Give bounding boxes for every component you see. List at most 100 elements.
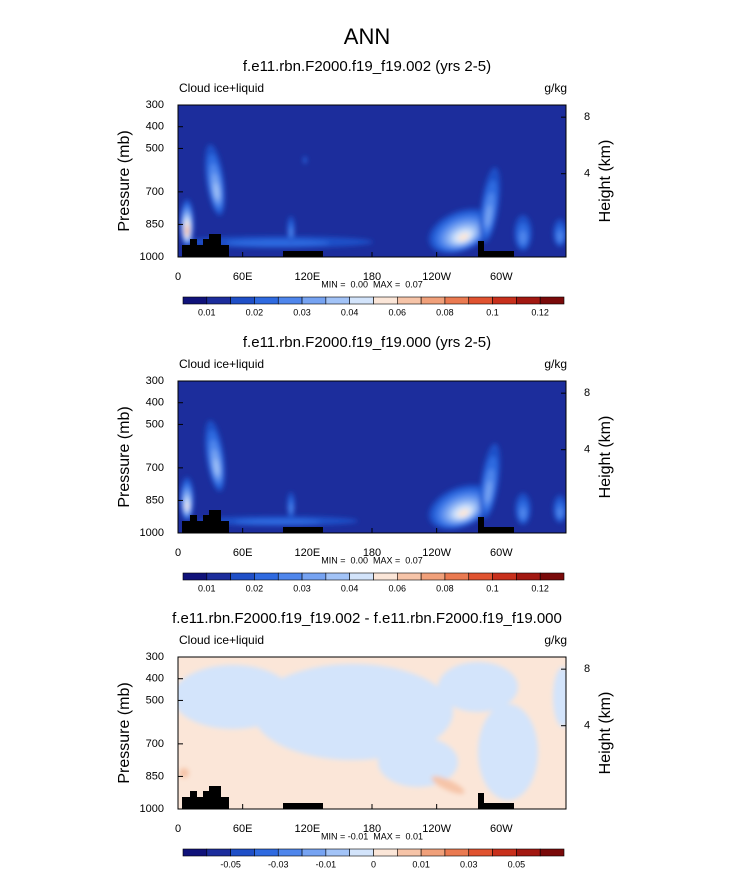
x-tick-label: 60W [490,547,513,559]
y-tick-label: 400 [146,397,164,409]
colorbar-box [420,572,446,581]
colorbar-box [301,572,327,581]
colorbar-label: 0.06 [389,307,407,317]
x-tick-label: 60W [490,823,513,835]
contour-fill [185,502,189,511]
y-tick-label: 400 [146,121,164,133]
x-tick-label: 60W [490,271,513,283]
contour-fill [214,458,219,476]
units-label: g/kg [544,357,567,371]
y2-tick-label: 4 [584,444,590,456]
contour-fill [289,503,293,514]
colorbar-box [444,296,470,305]
topography [209,234,221,257]
units-label: g/kg [544,633,567,647]
x-tick-label: 180 [363,823,381,835]
x-tick-label: 120W [422,547,451,559]
colorbar-box [492,848,517,857]
y-tick-label: 500 [146,142,164,154]
y-tick-label: 700 [146,186,164,198]
colorbar-label: -0.03 [268,859,289,869]
y2-axis-label: Height (km) [597,416,614,499]
field-label: Cloud ice+liquid [179,633,264,647]
field-label: Cloud ice+liquid [179,81,264,95]
colorbar-label: 0.1 [486,307,499,317]
x-tick-label: 120W [422,823,451,835]
colorbar-box [373,296,398,305]
colorbar-box [182,848,208,857]
topography [478,517,484,533]
y-tick-label: 850 [146,770,164,782]
units-label: g/kg [544,81,567,95]
contour-fill [378,737,458,787]
stats: MIN = 0.00 MAX = 0.07 [321,279,423,289]
y-tick-label: 300 [146,375,164,387]
contour-fill [485,204,492,227]
contour-fill [214,182,219,200]
topography [283,527,323,533]
contour-fill [303,158,307,163]
colorbar-box [397,848,422,857]
contour-fill [179,768,189,778]
colorbar-box [420,296,446,305]
stats: MIN = -0.01 MAX = 0.01 [321,831,423,841]
colorbar-box [230,296,255,305]
y-tick-label: 500 [146,694,164,706]
colorbar-box [349,296,374,305]
x-tick-label: 120E [294,547,320,559]
panel: f.e11.rbn.F2000.f19_f19.002 - f.e11.rbn.… [116,610,614,869]
y2-tick-label: 8 [584,387,590,399]
colorbar-box [277,572,303,581]
y-tick-label: 300 [146,651,164,663]
x-tick-label: 180 [363,271,381,283]
x-tick-label: 0 [175,271,181,283]
colorbar-label: 0.12 [531,307,549,317]
colorbar-label: 0.08 [436,307,454,317]
x-tick-label: 60E [233,823,253,835]
contour-fill [519,230,527,245]
topography [283,803,323,809]
colorbar-label: -0.05 [220,859,241,869]
panel: f.e11.rbn.F2000.f19_f19.002 (yrs 2-5) Clo… [116,58,614,317]
y-tick-label: 850 [146,494,164,506]
topography [203,515,209,533]
colorbar-box [373,572,398,581]
topography [190,239,197,257]
colorbar-label: 0.03 [460,859,478,869]
contour-fill [234,519,322,525]
colorbar-label: 0.02 [246,307,264,317]
colorbar-box [349,848,374,857]
topography [190,515,197,533]
colorbar-label: 0.04 [341,307,359,317]
colorbar-box [539,572,565,581]
colorbar-label: 0.06 [389,583,407,593]
panel: f.e11.rbn.F2000.f19_f19.000 (yrs 2-5) Clo… [116,334,614,593]
colorbar-label: 0.02 [246,583,264,593]
colorbar-box [254,296,279,305]
topography [182,521,190,533]
colorbar-label: -0.01 [316,859,337,869]
x-tick-label: 120E [294,823,320,835]
colorbar-box [516,848,541,857]
panel-title: f.e11.rbn.F2000.f19_f19.000 (yrs 2-5) [243,334,491,351]
topography [197,797,203,809]
contour-fill [438,662,518,712]
colorbar-box [516,296,541,305]
field [178,657,566,809]
topography [203,239,209,257]
topography [182,245,190,257]
colorbar-label: 0.1 [486,583,499,593]
colorbar-box [516,572,541,581]
field [178,381,566,533]
colorbar-label: 0.01 [198,583,216,593]
field [178,105,566,257]
colorbar-box [420,848,446,857]
y-axis-label: Pressure (mb) [116,682,133,783]
y2-tick-label: 8 [584,663,590,675]
colorbar-box [325,572,350,581]
colorbar-label: 0.08 [436,583,454,593]
colorbar-box [539,296,565,305]
y-axis-label: Pressure (mb) [116,406,133,507]
x-tick-label: 180 [363,547,381,559]
